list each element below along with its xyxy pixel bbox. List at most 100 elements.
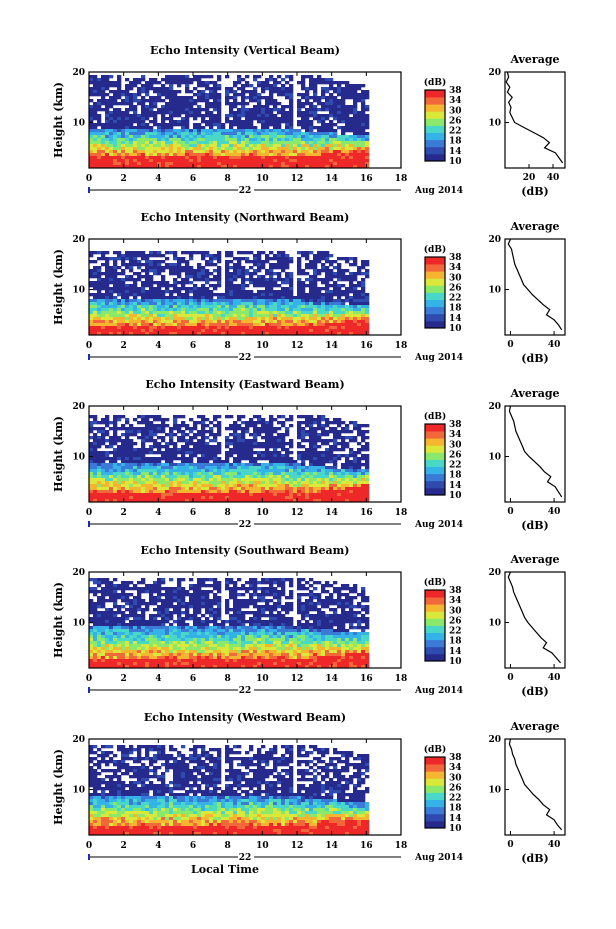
- heatmap-cell: [157, 448, 162, 452]
- heatmap-cell: [109, 123, 114, 127]
- heatmap-cell: [121, 111, 126, 115]
- heatmap-cell: [217, 481, 222, 485]
- heatmap-cell: [245, 135, 250, 139]
- heatmap-cell: [329, 269, 334, 273]
- heatmap-cell: [241, 326, 246, 330]
- heatmap-cell: [169, 129, 174, 133]
- heatmap-cell: [93, 305, 98, 309]
- heatmap-cell: [165, 496, 170, 500]
- heatmap-cell: [169, 135, 174, 139]
- heatmap-cell: [117, 102, 122, 106]
- heatmap-cell: [233, 326, 238, 330]
- heatmap-cell: [301, 317, 306, 321]
- heatmap-cell: [125, 135, 130, 139]
- heatmap-cell: [181, 129, 186, 133]
- heatmap-cell: [137, 305, 142, 309]
- heatmap-cell: [213, 481, 218, 485]
- heatmap-cell: [93, 445, 98, 449]
- heatmap-cell: [233, 323, 238, 327]
- heatmap-cell: [149, 135, 154, 139]
- heatmap-cell: [153, 326, 158, 330]
- heatmap-cell: [113, 284, 118, 288]
- heatmap-cell: [257, 108, 262, 112]
- heatmap-cell: [293, 463, 298, 467]
- heatmap-cell: [93, 147, 98, 151]
- heatmap-cell: [221, 144, 226, 148]
- heatmap-cell: [169, 427, 174, 431]
- heatmap-cell: [241, 308, 246, 312]
- heatmap-cell: [149, 108, 154, 112]
- heatmap-cell: [301, 132, 306, 136]
- heatmap-cell: [145, 478, 150, 482]
- heatmap-cell: [289, 484, 294, 488]
- heatmap-cell: [305, 144, 310, 148]
- heatmap-cell: [201, 159, 206, 163]
- heatmap-cell: [89, 105, 94, 109]
- heatmap-cell: [165, 75, 170, 79]
- heatmap-cell: [109, 463, 114, 467]
- heatmap-cell: [293, 332, 298, 336]
- heatmap-cell: [309, 275, 314, 279]
- heatmap-cell: [137, 275, 142, 279]
- heatmap-cell: [233, 433, 238, 437]
- heatmap-cell: [217, 499, 222, 503]
- heatmap-cell: [113, 165, 118, 169]
- heatmap-cell: [257, 478, 262, 482]
- heatmap-cell: [141, 478, 146, 482]
- heatmap-cell: [205, 302, 210, 306]
- heatmap-cell: [133, 329, 138, 333]
- heatmap-cell: [201, 117, 206, 121]
- heatmap-cell: [193, 472, 198, 476]
- heatmap-cell: [337, 117, 342, 121]
- heatmap-cell: [337, 320, 342, 324]
- heatmap-cell: [189, 427, 194, 431]
- heatmap-cell: [257, 451, 262, 455]
- heatmap-cell: [305, 99, 310, 103]
- heatmap-cell: [161, 132, 166, 136]
- heatmap-cell: [89, 159, 94, 163]
- heatmap-cell: [153, 478, 158, 482]
- heatmap-cell: [193, 135, 198, 139]
- heatmap-cell: [321, 129, 326, 133]
- heatmap-cell: [185, 457, 190, 461]
- heatmap-cell: [337, 159, 342, 163]
- heatmap-cell: [233, 114, 238, 118]
- heatmap-cell: [177, 478, 182, 482]
- heatmap-cell: [313, 254, 318, 258]
- heatmap-cell: [173, 433, 178, 437]
- heatmap-cell: [249, 314, 254, 318]
- heatmap-cell: [289, 111, 294, 115]
- heatmap-cell: [185, 448, 190, 452]
- heatmap-cell: [365, 326, 370, 330]
- heatmap-cell: [133, 493, 138, 497]
- heatmap-cell: [157, 81, 162, 85]
- heatmap-cell: [141, 156, 146, 160]
- heatmap-cell: [121, 481, 126, 485]
- heatmap-cell: [185, 302, 190, 306]
- heatmap-cell: [237, 487, 242, 491]
- heatmap-cell: [245, 284, 250, 288]
- heatmap-cell: [349, 165, 354, 169]
- x-tick-label: 12: [291, 174, 304, 184]
- heatmap-cell: [285, 317, 290, 321]
- heatmap-cell: [289, 475, 294, 479]
- heatmap-cell: [205, 454, 210, 458]
- heatmap-cell: [181, 466, 186, 470]
- heatmap-cell: [265, 132, 270, 136]
- heatmap-cell: [197, 430, 202, 434]
- heatmap-cell: [201, 424, 206, 428]
- heatmap-cell: [109, 451, 114, 455]
- heatmap-cell: [265, 257, 270, 261]
- heatmap-cell: [261, 165, 266, 169]
- heatmap-cell: [137, 460, 142, 464]
- heatmap-cell: [153, 287, 158, 291]
- heatmap-cell: [141, 484, 146, 488]
- heatmap-cell: [261, 332, 266, 336]
- heatmap-cell: [189, 478, 194, 482]
- heatmap-cell: [133, 251, 138, 255]
- heatmap-cell: [365, 299, 370, 303]
- heatmap-cell: [277, 81, 282, 85]
- heatmap-cell: [153, 123, 158, 127]
- heatmap-cell: [185, 272, 190, 276]
- colorbar-swatch: [425, 264, 445, 272]
